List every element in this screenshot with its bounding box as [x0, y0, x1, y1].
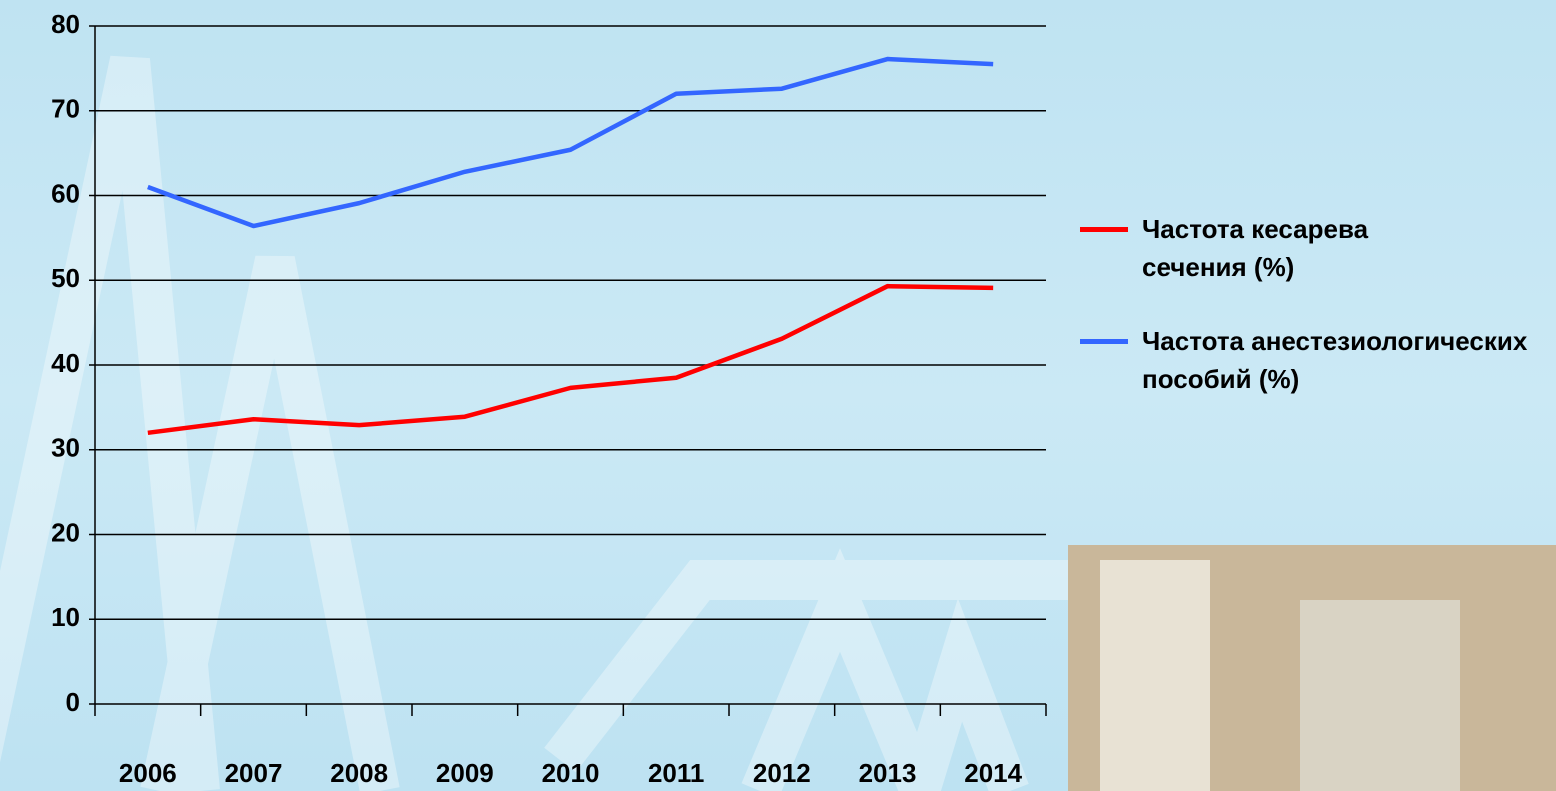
photo-detail	[1100, 560, 1210, 791]
legend-item: Частота анестезиологических пособий (%)	[1080, 322, 1542, 398]
y-tick-label: 10	[51, 602, 80, 632]
x-tick-label: 2011	[648, 758, 704, 788]
legend-item: Частота кесарева сечения (%)	[1080, 210, 1372, 286]
y-tick-label: 40	[51, 348, 80, 378]
x-tick-label: 2007	[225, 758, 283, 788]
x-tick-label: 2012	[753, 758, 811, 788]
y-tick-label: 70	[51, 94, 80, 124]
plot-area: 0 10 20 30 40 50 60 70 80 2006 2007 2008 2009 2010 201…	[51, 9, 1047, 788]
legend-label: Частота кесарева сечения (%)	[1142, 214, 1369, 282]
series-line	[147, 283, 994, 436]
photo-detail	[1300, 600, 1460, 791]
y-tick-label: 0	[66, 687, 80, 717]
x-tick-label: 2014	[964, 758, 1022, 788]
y-tick-label: 20	[51, 517, 80, 547]
legend-swatch	[1080, 227, 1128, 232]
x-tick-label: 2013	[859, 758, 917, 788]
x-tick-label: 2010	[542, 758, 600, 788]
x-tick-label: 2008	[330, 758, 388, 788]
legend-label: Частота анестезиологических пособий (%)	[1142, 326, 1528, 394]
x-tick-label: 2009	[436, 758, 494, 788]
y-tick-label: 60	[51, 178, 80, 208]
y-tick-label: 80	[51, 9, 80, 39]
series-line	[147, 56, 994, 229]
x-tick-label: 2006	[119, 758, 177, 788]
legend-swatch	[1080, 339, 1128, 344]
y-tick-label: 50	[51, 263, 80, 293]
legend: Частота кесарева сечения (%) Частота анес…	[1080, 210, 1550, 434]
y-tick-label: 30	[51, 433, 80, 463]
